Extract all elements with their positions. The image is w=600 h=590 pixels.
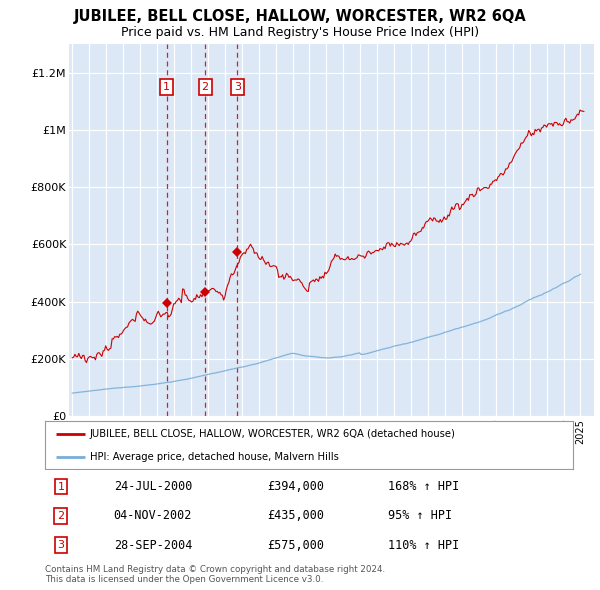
- Text: 168% ↑ HPI: 168% ↑ HPI: [388, 480, 460, 493]
- Text: 28-SEP-2004: 28-SEP-2004: [113, 539, 192, 552]
- Text: 2: 2: [57, 511, 64, 521]
- Text: 1: 1: [58, 481, 64, 491]
- Text: 3: 3: [234, 82, 241, 92]
- Text: £394,000: £394,000: [267, 480, 324, 493]
- Text: 24-JUL-2000: 24-JUL-2000: [113, 480, 192, 493]
- Text: £575,000: £575,000: [267, 539, 324, 552]
- Text: JUBILEE, BELL CLOSE, HALLOW, WORCESTER, WR2 6QA: JUBILEE, BELL CLOSE, HALLOW, WORCESTER, …: [74, 9, 526, 24]
- Text: 95% ↑ HPI: 95% ↑ HPI: [388, 509, 452, 523]
- Text: £435,000: £435,000: [267, 509, 324, 523]
- Text: 3: 3: [58, 540, 64, 550]
- Text: Price paid vs. HM Land Registry's House Price Index (HPI): Price paid vs. HM Land Registry's House …: [121, 26, 479, 39]
- Text: 04-NOV-2002: 04-NOV-2002: [113, 509, 192, 523]
- Text: Contains HM Land Registry data © Crown copyright and database right 2024.
This d: Contains HM Land Registry data © Crown c…: [45, 565, 385, 584]
- Text: 110% ↑ HPI: 110% ↑ HPI: [388, 539, 460, 552]
- Text: JUBILEE, BELL CLOSE, HALLOW, WORCESTER, WR2 6QA (detached house): JUBILEE, BELL CLOSE, HALLOW, WORCESTER, …: [90, 429, 456, 439]
- Text: 1: 1: [163, 82, 170, 92]
- Text: HPI: Average price, detached house, Malvern Hills: HPI: Average price, detached house, Malv…: [90, 452, 339, 462]
- Text: 2: 2: [202, 82, 209, 92]
